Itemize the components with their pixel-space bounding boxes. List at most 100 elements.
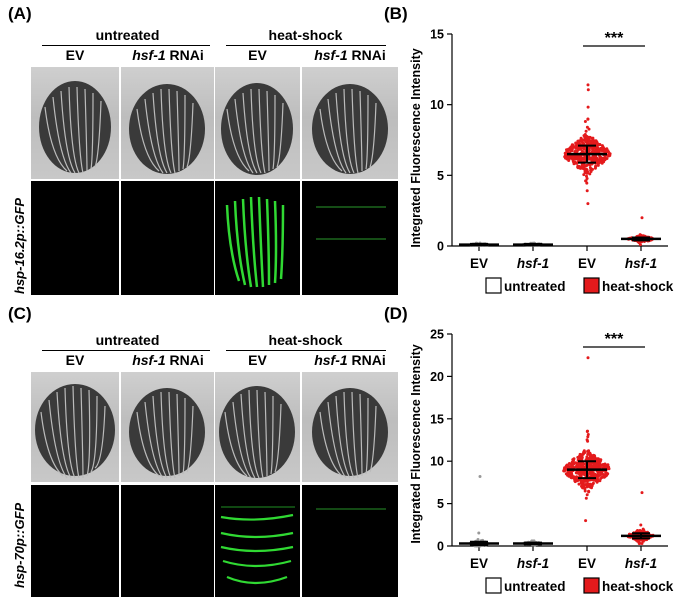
group-underline (42, 45, 210, 46)
brightfield-image (121, 372, 214, 482)
y-tick-label: 5 (437, 169, 444, 183)
data-point (600, 147, 603, 151)
data-point (588, 166, 592, 170)
data-point (579, 461, 582, 465)
data-point (584, 139, 588, 143)
x-tick-label: EV (578, 256, 596, 271)
fluorescence-image (215, 181, 300, 295)
gene-name: hsf-1 (314, 47, 348, 63)
data-point (584, 179, 588, 183)
legend-label-heat-shock: heat-shock (602, 279, 674, 294)
data-point (566, 471, 570, 475)
brightfield-image (121, 67, 214, 179)
group-underline (226, 45, 386, 46)
group-header-untreated: untreated (95, 27, 160, 43)
data-point (605, 473, 609, 477)
group-header-heat-shock: heat-shock (268, 27, 343, 43)
chart-d: Integrated Fluorescence Intensity 0 5 10 15… (409, 328, 674, 595)
data-point (588, 457, 592, 461)
data-point (582, 483, 586, 487)
data-point (640, 542, 644, 545)
y-tick-label: 0 (437, 240, 444, 254)
brightfield-image (302, 67, 398, 179)
data-point (585, 430, 589, 433)
data-point (585, 485, 589, 489)
legend-label-heat-shock: heat-shock (602, 579, 674, 594)
data-point (571, 154, 575, 158)
data-point (585, 189, 589, 193)
column-label-hsf1-rnai: hsf-1 RNAi (120, 47, 216, 63)
data-point (583, 170, 587, 174)
data-point (598, 461, 602, 465)
data-point (563, 467, 567, 470)
column-label-ev: EV (65, 352, 85, 368)
worm-outline (129, 388, 205, 479)
data-points-3 (626, 216, 655, 247)
rnai-suffix: RNAi (165, 352, 204, 368)
data-point (576, 164, 580, 168)
fluorescence-image (31, 485, 119, 597)
data-point (598, 143, 602, 146)
data-point (586, 435, 590, 439)
data-point (588, 465, 592, 469)
data-point (588, 172, 592, 176)
data-point (574, 471, 578, 475)
legend-swatch-heat-shock (583, 577, 600, 594)
data-point (578, 165, 582, 169)
data-point (585, 163, 589, 167)
rnai-suffix: RNAi (347, 47, 386, 63)
data-point (579, 136, 583, 140)
data-point (583, 486, 587, 490)
data-point (639, 523, 643, 527)
fluorescence-image (31, 181, 119, 295)
data-point (592, 155, 596, 158)
column-label-ev: EV (248, 47, 267, 63)
data-point (477, 531, 481, 535)
data-point (588, 163, 592, 167)
reporter-label: hsp-16.2p::GFP (12, 197, 27, 294)
y-axis-label: Integrated Fluorescence Intensity (409, 48, 423, 247)
column-label-ev: EV (65, 47, 85, 63)
gfp-signal (220, 506, 295, 585)
data-point (637, 542, 641, 545)
y-tick-label: 15 (430, 412, 444, 426)
y-tick-label: 10 (430, 455, 444, 469)
data-point (640, 216, 644, 220)
data-point (576, 146, 580, 150)
worm-outline (312, 388, 388, 479)
fluorescence-image (302, 485, 398, 597)
data-point (591, 453, 595, 457)
panel-label-c: (C) (8, 304, 32, 323)
column-label-ev: EV (248, 352, 267, 368)
data-point (601, 463, 605, 466)
data-point (565, 148, 568, 152)
x-tick-label: hsf-1 (625, 556, 657, 571)
data-point (582, 134, 586, 138)
data-point (585, 174, 588, 178)
chart-b: Integrated Fluorescence Intensity 0 5 10 15… (409, 28, 674, 295)
gfp-signal (225, 196, 285, 288)
data-point (589, 169, 593, 173)
data-point (577, 482, 581, 486)
y-tick-label: 20 (430, 370, 444, 384)
brightfield-image (31, 67, 119, 179)
y-tick-label: 0 (437, 540, 444, 554)
data-point (586, 105, 590, 109)
data-point (586, 83, 590, 87)
group-header-heat-shock: heat-shock (268, 332, 343, 348)
y-axis-label: Integrated Fluorescence Intensity (409, 344, 423, 543)
fluorescence-image (121, 181, 214, 295)
data-point (582, 173, 586, 177)
group-header-untreated: untreated (95, 332, 160, 348)
brightfield-image (31, 372, 119, 482)
panel-label-a: (A) (8, 4, 32, 23)
y-tick-label: 15 (430, 28, 444, 42)
data-point (605, 149, 609, 153)
data-point (574, 141, 578, 145)
worm-outline (129, 84, 205, 174)
data-point (593, 140, 597, 144)
fluorescence-image (215, 485, 300, 597)
data-point (566, 156, 570, 160)
data-point (605, 471, 608, 475)
data-point (597, 160, 601, 164)
